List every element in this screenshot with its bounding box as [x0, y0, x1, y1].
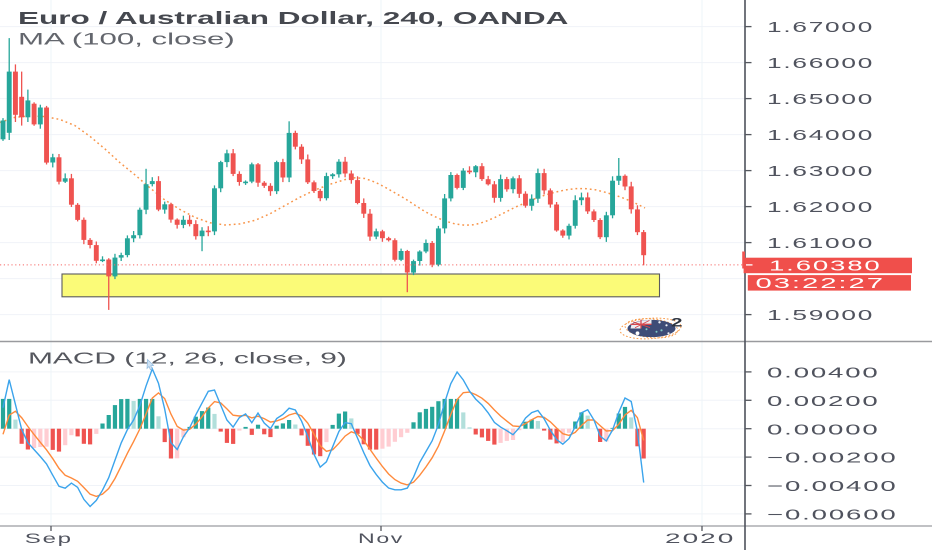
- svg-text:−0.00200: −0.00200: [767, 449, 898, 466]
- svg-text:2: 2: [671, 316, 683, 329]
- svg-text:0.00200: 0.00200: [767, 392, 880, 409]
- svg-text:1.65000: 1.65000: [767, 91, 874, 108]
- svg-text:1.66000: 1.66000: [767, 55, 874, 72]
- svg-text:−0.00400: −0.00400: [767, 478, 898, 495]
- svg-text:Nov: Nov: [358, 531, 404, 546]
- svg-text:−0.00600: −0.00600: [767, 506, 898, 523]
- svg-text:03:22:27: 03:22:27: [756, 275, 885, 292]
- svg-text:1.67000: 1.67000: [767, 19, 874, 36]
- svg-text:1.60380: 1.60380: [769, 257, 882, 274]
- svg-text:1.63000: 1.63000: [767, 163, 874, 180]
- svg-text:Euro / Australian Dollar, 240,: Euro / Australian Dollar, 240, OANDA: [18, 8, 568, 28]
- svg-text:2020: 2020: [665, 531, 735, 547]
- svg-text:1.62000: 1.62000: [767, 199, 874, 216]
- svg-text:0.00000: 0.00000: [767, 421, 880, 438]
- svg-text:1.59000: 1.59000: [767, 307, 874, 324]
- svg-text:Sep: Sep: [25, 531, 73, 547]
- svg-text:1.61000: 1.61000: [767, 235, 874, 252]
- svg-text:1.64000: 1.64000: [767, 127, 874, 144]
- svg-text:0.00400: 0.00400: [767, 364, 880, 381]
- svg-text:MA (100, close): MA (100, close): [18, 30, 235, 49]
- svg-text:MACD (12, 26, close, 9): MACD (12, 26, close, 9): [28, 350, 347, 368]
